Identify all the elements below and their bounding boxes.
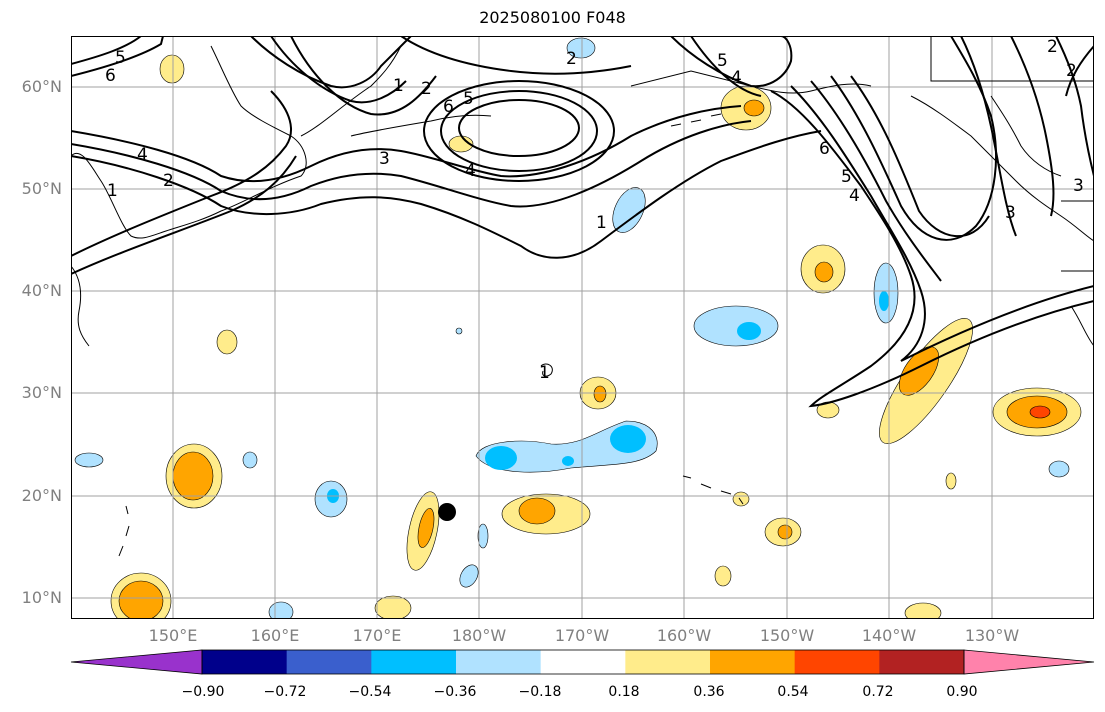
contour-label: 2 [1066,61,1077,81]
colorbar-extend-low [71,650,202,674]
contour-label: 1 [393,76,404,96]
colorbar-tick: 0.54 [777,684,809,700]
negative-anomaly-shading [74,37,1070,619]
colorbar-tick: −0.54 [348,684,392,700]
contour-label: 6 [443,97,454,117]
lon-label: 180°W [451,626,507,645]
contour-label: 2 [163,171,174,191]
colorbar-tick: 0.36 [693,684,725,700]
lat-label: 30°N [21,383,62,402]
colorbar-extend-high [964,650,1094,674]
colorbar-swatch [286,650,372,674]
contour-label: 3 [379,149,390,169]
lon-label: 160°E [250,626,300,645]
lat-label: 20°N [21,486,62,505]
colorbar-swatch [456,650,542,674]
contour-labels: 5 6 1 2 6 5 3 4 1 2 4 1 2 5 4 6 5 4 3 2 … [105,37,1084,383]
map-plot: 5 6 1 2 6 5 3 4 1 2 4 1 2 5 4 6 5 4 3 2 … [71,36,1094,619]
lon-label: 130°W [964,626,1020,645]
lat-label: 50°N [21,179,62,198]
location-marker-icon [438,503,456,521]
contour-label: 1 [107,181,118,201]
contour-label: 5 [841,167,852,187]
contour-label: 4 [465,161,476,181]
contour-label: 1 [596,213,607,233]
positive-anomaly-shading [110,54,1082,619]
lon-label: 170°E [352,626,402,645]
lat-label: 60°N [21,77,62,96]
lon-label: 150°E [148,626,198,645]
contour-label: 2 [1047,37,1058,57]
map-title: 2025080100 F048 [479,8,626,27]
colorbar-swatch [625,650,711,674]
contour-label: 6 [819,139,830,159]
contour-label: 1 [539,363,550,383]
colorbar-swatch [879,650,965,674]
contour-label: 2 [566,49,577,69]
colorbar-swatch [710,650,796,674]
colorbar-swatch [371,650,457,674]
contour-label: 4 [849,186,860,206]
contour-label: 6 [105,66,116,86]
contour-label: 2 [421,79,432,99]
colorbar-tick: −0.90 [181,684,225,700]
graticule [71,36,1094,619]
colorbar-swatch [202,650,288,674]
colorbar-tick: −0.72 [263,684,307,700]
lon-label: 140°W [861,626,917,645]
colorbar-tick: −0.36 [433,684,477,700]
contour-label: 5 [717,51,728,71]
colorbar-tick: −0.18 [518,684,562,700]
lon-label: 160°W [656,626,712,645]
lon-label: 170°W [554,626,610,645]
contour-label: 5 [115,48,126,68]
colorbar-swatch [540,650,626,674]
contour-label: 4 [731,68,742,88]
colorbar [70,649,1095,675]
lat-label: 10°N [21,588,62,607]
contour-lines [71,36,1094,408]
contour-label: 5 [463,89,474,109]
contour-label: 3 [1073,176,1084,196]
colorbar-swatch [794,650,880,674]
contour-label: 4 [137,145,148,165]
colorbar-tick: 0.72 [862,684,894,700]
lon-label: 150°W [759,626,815,645]
lat-label: 40°N [21,281,62,300]
contour-label: 3 [1005,203,1016,223]
colorbar-tick: 0.90 [946,684,978,700]
colorbar-tick: 0.18 [608,684,640,700]
